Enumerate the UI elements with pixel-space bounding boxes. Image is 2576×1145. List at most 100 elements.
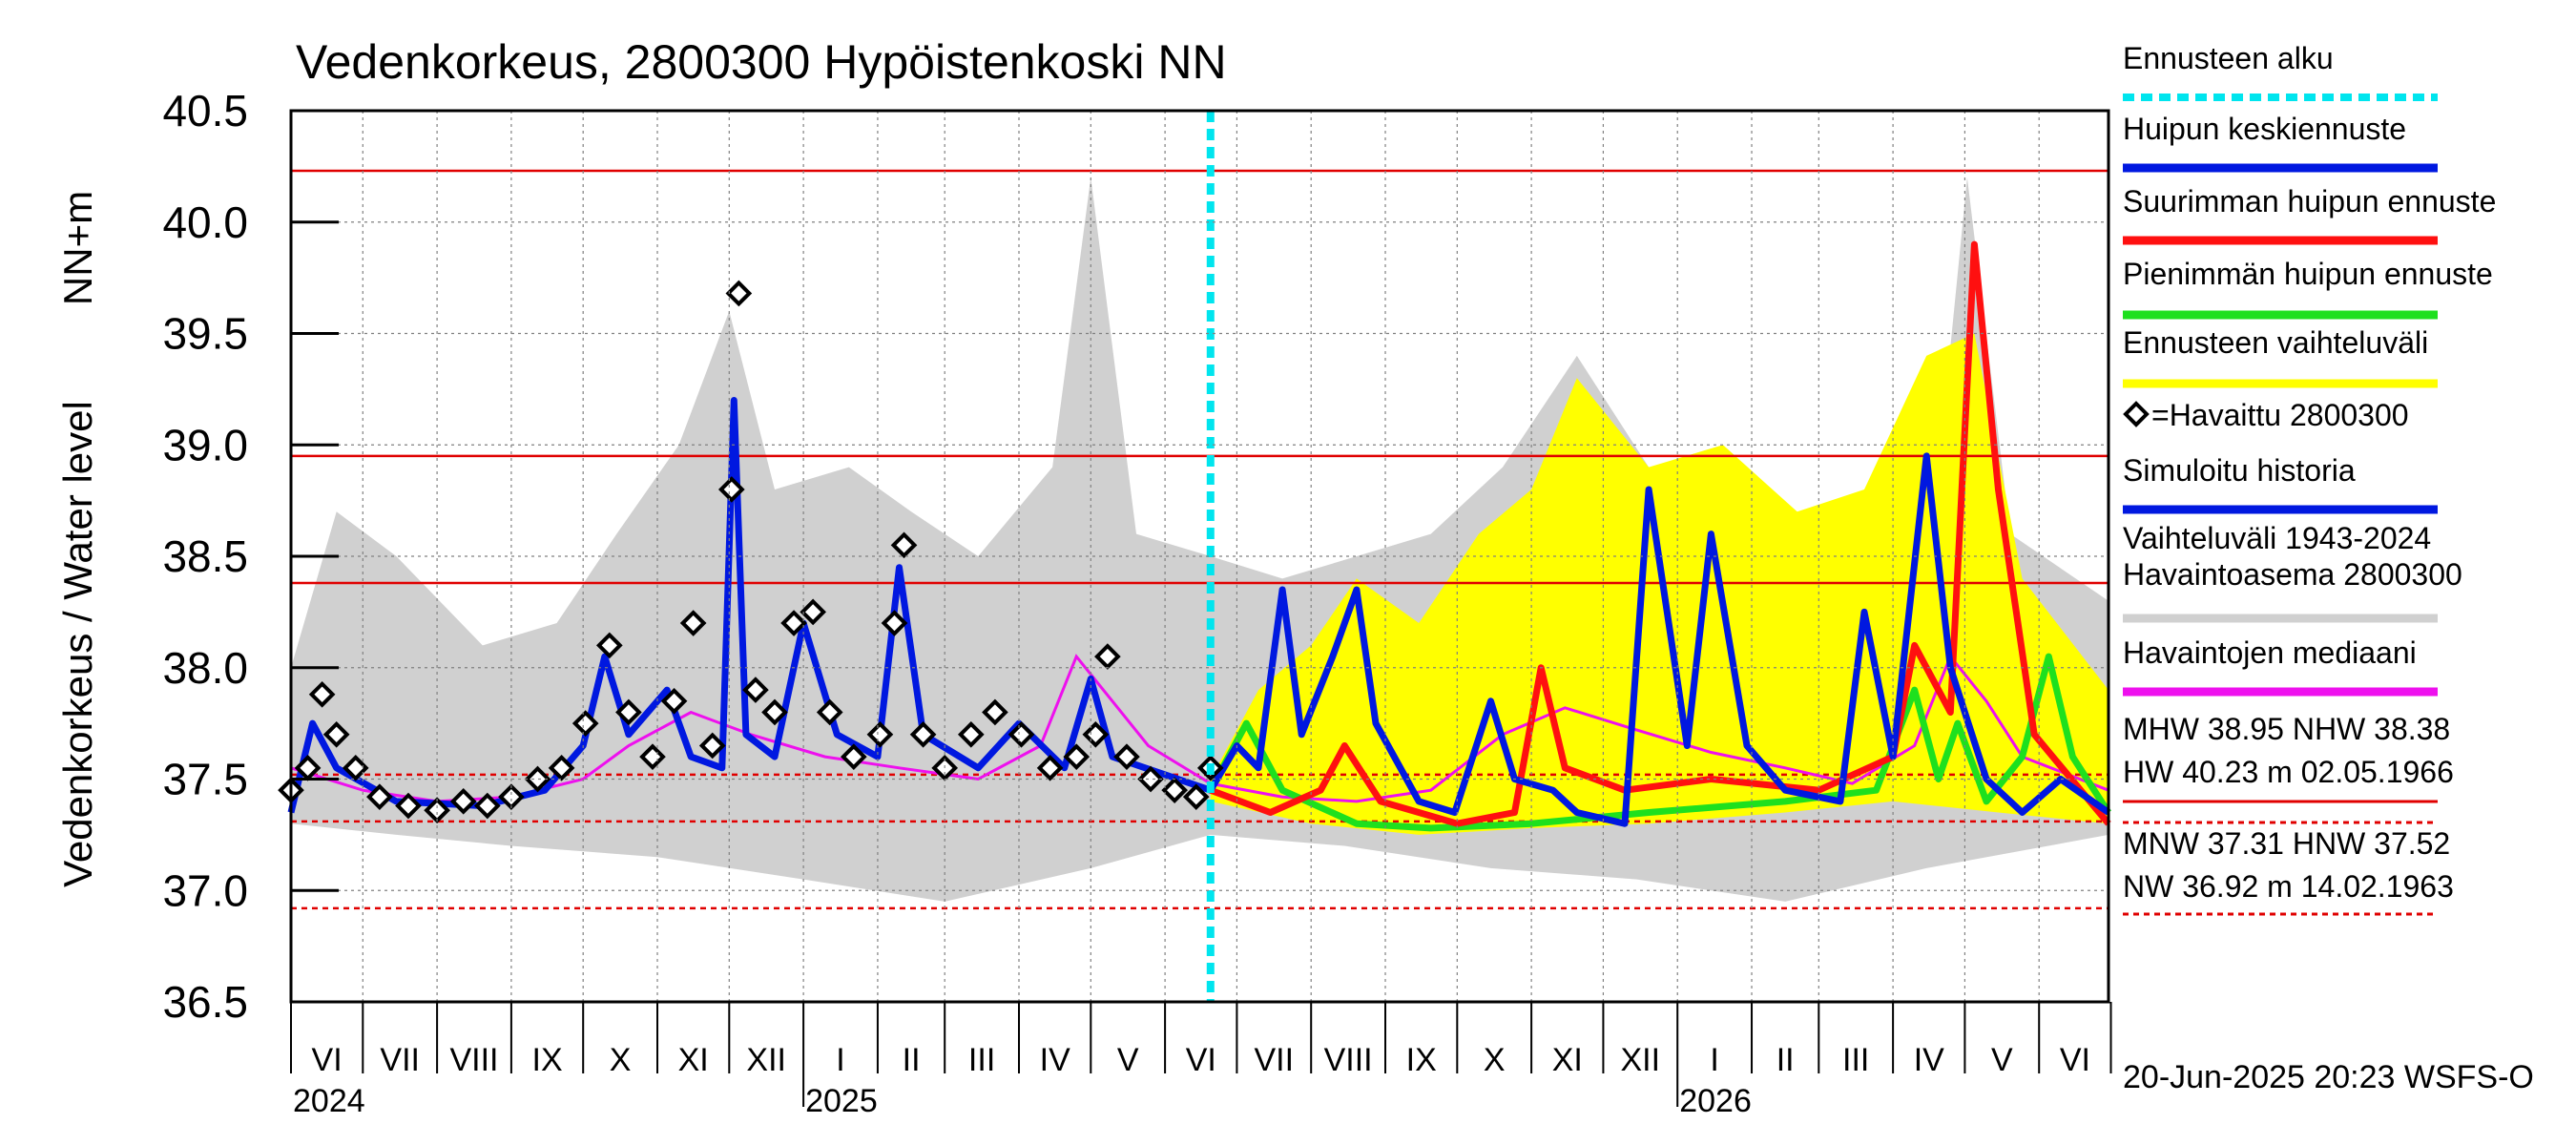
x-year-label: 2025 [805,1083,878,1119]
legend-diamond-icon [2123,401,2150,427]
x-month-label: XII [1621,1042,1661,1078]
x-month-label: I [1710,1042,1718,1078]
x-month-label: IX [1406,1042,1437,1078]
legend-label: Ennusteen vaihteluväli [2123,325,2428,360]
observed-marker [1063,743,1091,770]
y-tick-label: 39.0 [162,420,248,469]
legend-forecast-range: Ennusteen vaihteluväli [2123,325,2438,388]
observed-marker [1008,720,1035,748]
y-axis-label: Vedenkorkeus / Water level [55,401,100,887]
legend-label: Vaihteluväli 1943-2024 [2123,521,2431,555]
x-month-label: III [1842,1042,1869,1078]
x-month-label: III [968,1042,995,1078]
x-year-label: 2026 [1679,1083,1752,1119]
observed-marker [717,476,745,503]
observed-marker [800,598,826,626]
legend-observed: =Havaittu 2800300 [2123,398,2409,432]
x-month-label: VI [2060,1042,2090,1078]
stats-line: MNW 37.31 HNW 37.52 [2123,826,2450,861]
observed-marker [679,610,707,636]
legend-label: =Havaittu 2800300 [2151,398,2409,432]
plot-frame [289,109,2110,1004]
observed-marker [881,610,908,636]
y-axis-unit: NN+m [55,191,100,305]
observed-marker [1036,754,1064,781]
observed-marker [761,698,788,726]
observed-marker [660,687,688,715]
observed-marker [1182,783,1210,811]
x-month-label: IV [1040,1042,1070,1078]
observed-marker [1137,765,1164,793]
legend-label: Pienimmän huipun ennuste [2123,257,2493,291]
observed-marker [698,732,726,760]
x-month-label: VII [1255,1042,1295,1078]
legend-forecast-start: Ennusteen alku [2123,41,2438,101]
y-tick-label: 37.0 [162,865,248,915]
observed-marker [342,754,369,781]
observed-marker [449,788,477,815]
observed-marker [816,698,843,726]
x-month-label: IX [532,1042,563,1078]
y-tick-label: 40.5 [162,86,248,135]
x-month-label: VIII [449,1042,498,1078]
y-tick-label: 37.5 [162,755,248,804]
mean-peak-forecast-line [1207,452,2111,827]
x-month-label: X [1484,1042,1506,1078]
observed-marker [524,765,551,793]
observed-marker [957,720,985,748]
x-month-label: XI [678,1042,709,1078]
y-tick-label: 36.5 [162,977,248,1027]
legend-label: Havaintojen mediaani [2123,635,2417,670]
median-line [290,654,2109,803]
observed-marker [909,720,937,748]
observed-marker [473,792,501,820]
axes: 40.540.039.539.038.538.037.537.036.5VI VI… [162,86,2112,1119]
x-month-label: IV [1914,1042,1944,1078]
observed-marker [615,698,642,726]
legend-label: Huipun keskiennuste [2123,112,2406,146]
x-year-label: 2024 [293,1083,365,1119]
stats-line: NW 36.92 m 14.02.1963 [2123,869,2454,904]
timestamp-label: 20-Jun-2025 20:23 WSFS-O [2123,1059,2534,1095]
legend-historical-range: Vaihteluväli 1943-2024 Havaintoasema 280… [2123,521,2462,623]
grid-lines [291,110,2109,1003]
legend-label-2: Havaintoasema 2800300 [2123,557,2462,592]
observed-marker [982,698,1008,726]
x-month-label: VI [312,1042,343,1078]
chart-title: Vedenkorkeus, 2800300 Hypöistenkoski NN [296,35,1227,89]
observed-marker [322,720,350,748]
observed-marker [548,754,575,781]
x-month-label: XII [746,1042,786,1078]
x-month-label: II [1776,1042,1795,1078]
legend-label: Suurimman huipun ennuste [2123,184,2496,219]
observed-marker [308,680,336,708]
observed-marker [742,677,769,703]
observed-marker [780,610,807,636]
legend-median: Havaintojen mediaani [2123,635,2438,697]
x-month-label: VII [380,1042,420,1078]
x-month-label: VI [1186,1042,1216,1078]
legend-label: Simuloitu historia [2123,453,2356,488]
observed-marker [571,710,599,737]
x-month-label: X [610,1042,632,1078]
plot-area [278,111,2111,1002]
y-tick-label: 38.5 [162,531,248,581]
observed-marker [595,632,623,659]
observed-marker [366,783,393,811]
observed-marker [1113,743,1140,770]
y-tick-label: 38.0 [162,643,248,693]
x-month-label: XI [1552,1042,1583,1078]
observed-marker [890,531,918,559]
observed-marker [1094,643,1121,670]
observed-marker [725,280,753,307]
observed-marker [639,743,666,770]
legend-label: Ennusteen alku [2123,41,2334,75]
x-month-label: II [903,1042,921,1078]
observed-marker [840,743,867,770]
x-month-label: V [1991,1042,2013,1078]
legend-simulated-history: Simuloitu historia [2123,453,2438,514]
y-tick-label: 40.0 [162,198,248,247]
x-month-label: V [1117,1042,1139,1078]
